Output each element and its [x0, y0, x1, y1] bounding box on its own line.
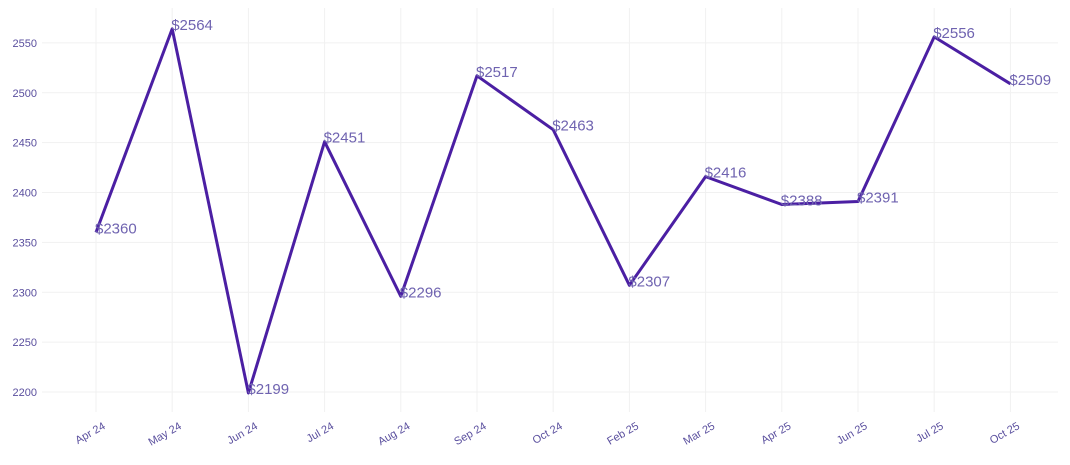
x-tick-label: Jul 25 — [914, 420, 945, 445]
y-tick-label: 2550 — [13, 38, 37, 50]
data-label: $2307 — [628, 273, 670, 290]
data-label: $2564 — [171, 17, 213, 34]
x-axis-ticks: Apr 24 May 24 Jun 24 Jul 24 Aug 24 Sep 24 Oct … — [73, 420, 1021, 448]
grid — [42, 8, 1058, 412]
x-tick-label: Sep 24 — [452, 420, 488, 448]
y-tick-label: 2350 — [13, 237, 37, 249]
y-tick-label: 2250 — [13, 337, 37, 349]
x-tick-label: Jun 25 — [835, 420, 870, 447]
data-label: $2463 — [552, 118, 594, 135]
y-tick-label: 2500 — [13, 88, 37, 100]
data-label: $2360 — [95, 220, 137, 237]
x-tick-label: Jun 24 — [225, 420, 260, 447]
data-label: $2517 — [476, 64, 518, 81]
data-label: $2391 — [857, 190, 899, 207]
y-tick-label: 2400 — [13, 188, 37, 200]
data-labels: $2360 $2564 $2199 $2451 $2296 $2517 $2463 $2307… — [95, 17, 1051, 398]
x-tick-label: May 24 — [146, 420, 183, 448]
series-line — [94, 27, 1012, 395]
data-label: $2199 — [247, 381, 289, 398]
x-tick-label: Feb 25 — [605, 420, 641, 448]
x-tick-label: Oct 24 — [531, 420, 565, 447]
data-label: $2451 — [324, 130, 366, 147]
data-label: $2388 — [781, 193, 823, 210]
x-tick-label: Apr 25 — [759, 420, 793, 447]
data-label: $2416 — [705, 165, 747, 182]
y-axis-ticks: 2200 2250 2300 2350 2400 2450 2500 2550 — [13, 38, 37, 399]
y-tick-label: 2200 — [13, 387, 37, 399]
x-tick-label: Aug 24 — [376, 420, 412, 448]
data-label: $2296 — [400, 284, 442, 301]
data-label: $2556 — [933, 25, 975, 42]
y-tick-label: 2300 — [13, 287, 37, 299]
data-label: $2509 — [1009, 72, 1051, 89]
x-tick-label: Jul 24 — [305, 420, 336, 445]
x-tick-label: Apr 24 — [73, 420, 107, 447]
x-tick-label: Mar 25 — [681, 420, 717, 448]
y-tick-label: 2450 — [13, 138, 37, 150]
x-tick-label: Oct 25 — [988, 420, 1022, 447]
